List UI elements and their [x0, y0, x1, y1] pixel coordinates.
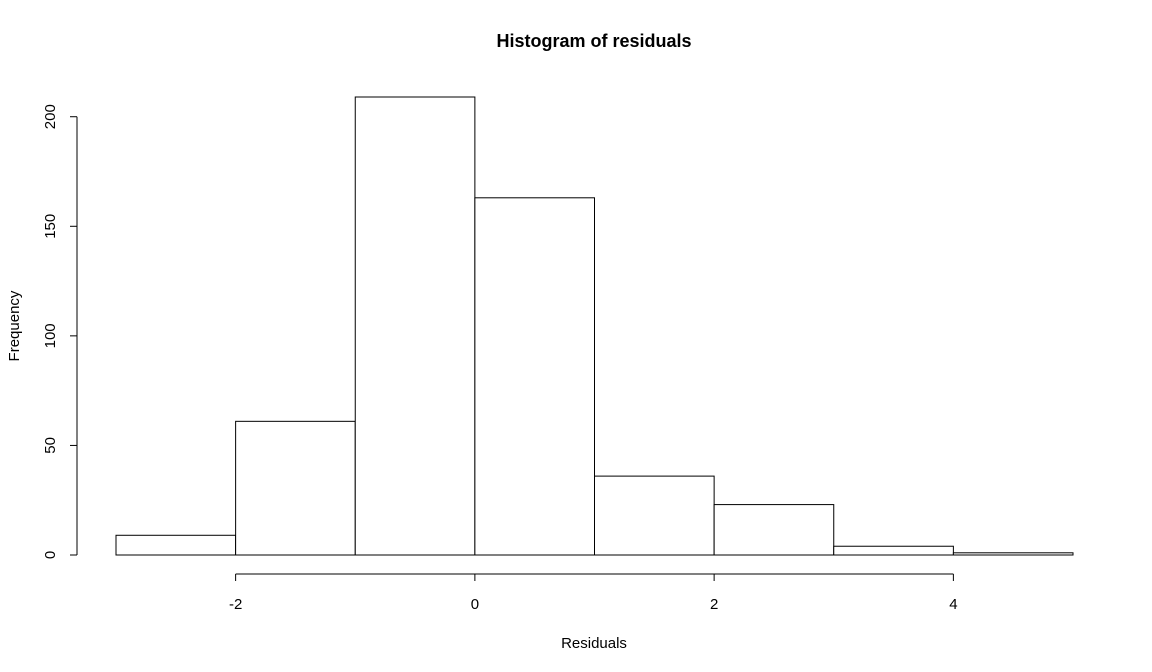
x-axis-label: Residuals [561, 635, 627, 652]
y-axis-label: Frequency [6, 290, 23, 361]
x-tick-label: 0 [471, 596, 479, 613]
histogram-bar [952, 552, 1074, 556]
x-tick-label: -2 [229, 596, 242, 613]
x-axis: -2 0 2 4 [229, 573, 958, 613]
y-tick-label: 150 [42, 214, 59, 239]
histogram-bar [833, 545, 954, 556]
histogram-bar [354, 96, 476, 556]
bars-group [115, 96, 1074, 556]
y-tick-label: 0 [42, 551, 59, 559]
y-tick-label: 200 [42, 104, 59, 129]
histogram-bar [594, 475, 715, 556]
histogram-bar [235, 420, 356, 556]
y-tick-label: 100 [42, 323, 59, 348]
y-axis: 0 50 100 150 200 [42, 104, 78, 559]
histogram-bar [474, 197, 595, 556]
y-tick-label: 50 [42, 437, 59, 454]
histogram-bar [713, 504, 835, 556]
histogram-bar [115, 534, 237, 556]
x-tick-label: 2 [710, 596, 718, 613]
x-tick-label: 4 [949, 596, 957, 613]
chart-title: Histogram of residuals [496, 31, 691, 51]
